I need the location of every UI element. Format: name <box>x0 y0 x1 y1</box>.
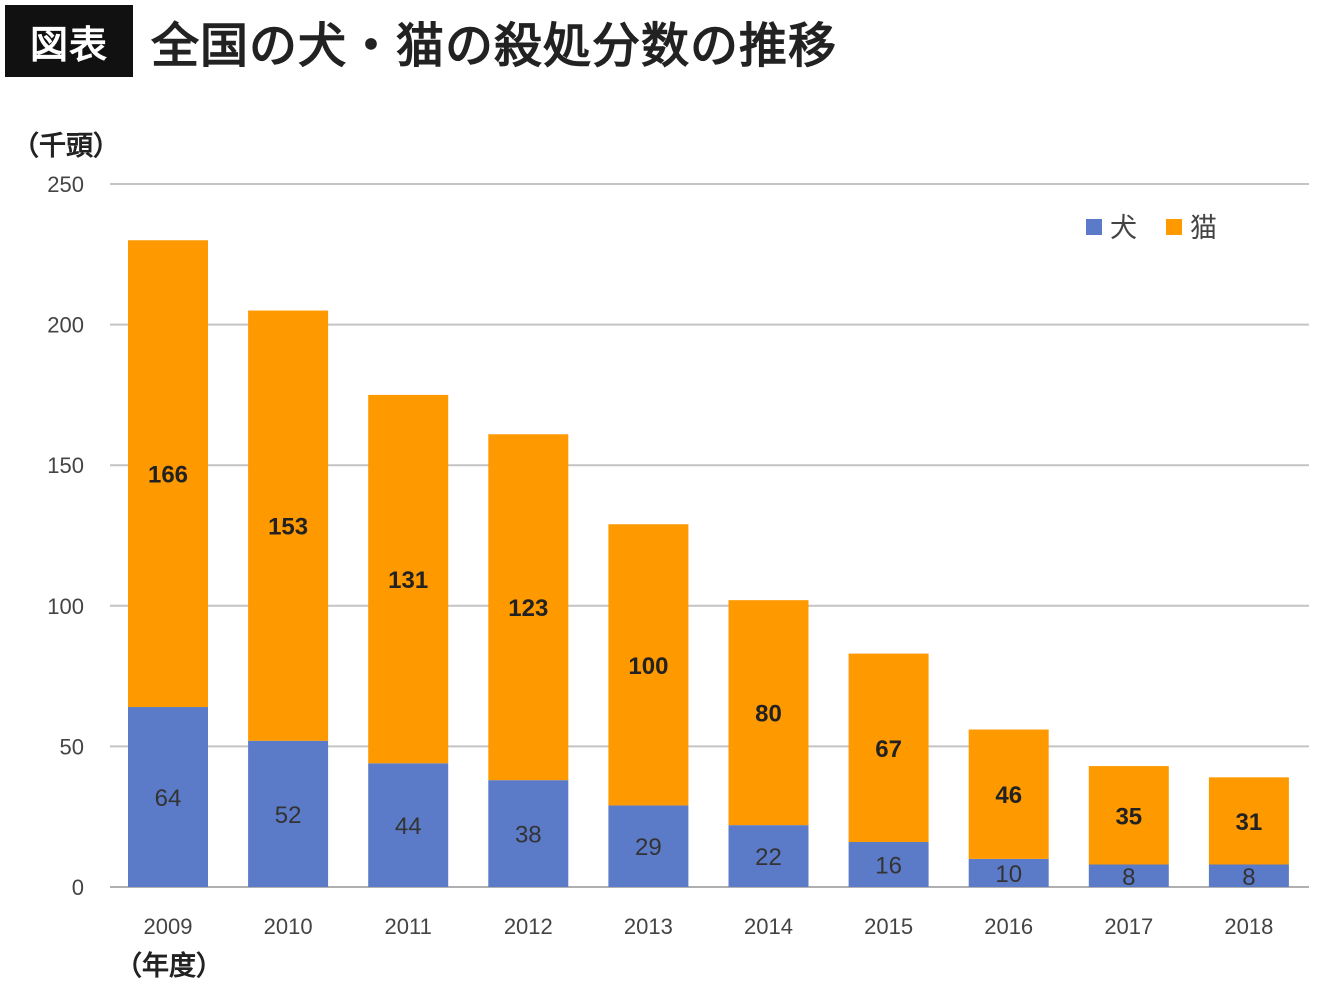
data-label-dog: 16 <box>875 853 902 880</box>
x-tick-label: 2015 <box>864 914 913 939</box>
bar-segment-dog <box>968 858 1049 887</box>
data-label-dog: 8 <box>1122 864 1135 891</box>
bar-segment-cat <box>1088 766 1169 865</box>
x-tick-label: 2013 <box>624 914 673 939</box>
data-label-dog: 64 <box>155 785 182 812</box>
bar-segment-cat <box>728 600 809 826</box>
data-label-cat: 35 <box>1115 803 1142 830</box>
bar-segment-cat <box>488 434 569 781</box>
bar-segment-dog <box>488 780 569 887</box>
x-tick-label: 2017 <box>1104 914 1153 939</box>
x-tick-label: 2018 <box>1224 914 1273 939</box>
data-label-dog: 10 <box>995 861 1022 888</box>
bars: 64 166 52 153 44 131 38 123 29 100 22 80 16 67 10 46 8 35… <box>128 240 1289 891</box>
data-label-cat: 123 <box>508 595 548 622</box>
bar-segment-dog <box>848 842 929 887</box>
data-label-cat: 31 <box>1236 809 1263 836</box>
bar-segment-cat <box>368 394 449 764</box>
data-label-cat: 100 <box>628 653 668 680</box>
y-tick-label: 250 <box>47 172 84 197</box>
x-tick-label: 2011 <box>385 914 432 939</box>
bar-segment-cat <box>248 310 329 741</box>
bar-segment-cat <box>608 524 689 806</box>
bar-segment-cat <box>128 240 208 708</box>
data-label-cat: 46 <box>995 782 1022 809</box>
bar-segment-dog <box>608 805 689 887</box>
y-tick-label: 100 <box>47 594 84 619</box>
bar-segment-cat <box>848 653 929 843</box>
legend: 犬猫 <box>1086 213 1217 244</box>
data-label-cat: 80 <box>755 701 782 728</box>
data-label-cat: 153 <box>268 514 308 541</box>
page-title: 全国の犬・猫の殺処分数の推移 <box>151 18 838 74</box>
x-tick-label: 2014 <box>744 914 793 939</box>
data-label-dog: 8 <box>1242 864 1255 891</box>
data-label-dog: 52 <box>275 802 302 829</box>
data-label-cat: 131 <box>388 567 428 594</box>
bar-segment-dog <box>128 707 208 887</box>
data-label-dog: 44 <box>395 813 422 840</box>
x-tick-label: 2012 <box>504 914 553 939</box>
x-tick-label: 2009 <box>144 914 193 939</box>
legend-swatch-cat <box>1166 219 1182 235</box>
data-label-dog: 38 <box>515 822 542 849</box>
legend-swatch-dog <box>1086 219 1102 235</box>
y-axis-unit-label: （千頭） <box>12 131 120 162</box>
y-tick-label: 200 <box>47 313 84 338</box>
x-tick-label: 2010 <box>264 914 313 939</box>
data-label-dog: 22 <box>755 844 782 871</box>
y-tick-label: 150 <box>47 453 84 478</box>
data-label-dog: 29 <box>635 834 662 861</box>
bar-segment-cat <box>1208 777 1289 865</box>
header: 図表 全国の犬・猫の殺処分数の推移 <box>5 5 837 77</box>
x-axis-ticks: 2009 2010 2011 2012 2013 2014 2015 2016 2017 2018 <box>144 914 1274 939</box>
bar-segment-dog <box>368 763 449 887</box>
y-tick-label: 50 <box>60 734 84 759</box>
legend-label-dog: 犬 <box>1110 213 1137 244</box>
bar-segment-dog <box>728 825 809 887</box>
bar-segment-dog <box>248 740 329 887</box>
figure-badge: 図表 <box>5 5 133 77</box>
bar-segment-dog <box>1208 864 1289 887</box>
x-axis-unit-label: （年度） <box>115 950 223 982</box>
data-label-cat: 67 <box>875 736 902 763</box>
legend-label-cat: 猫 <box>1190 213 1217 244</box>
data-label-cat: 166 <box>148 462 188 489</box>
y-tick-label: 0 <box>72 875 84 900</box>
x-tick-label: 2016 <box>984 914 1033 939</box>
bar-segment-cat <box>968 729 1049 859</box>
bar-segment-dog <box>1088 864 1169 887</box>
y-axis-ticks: 0 50 100 150 200 250 <box>47 172 84 900</box>
